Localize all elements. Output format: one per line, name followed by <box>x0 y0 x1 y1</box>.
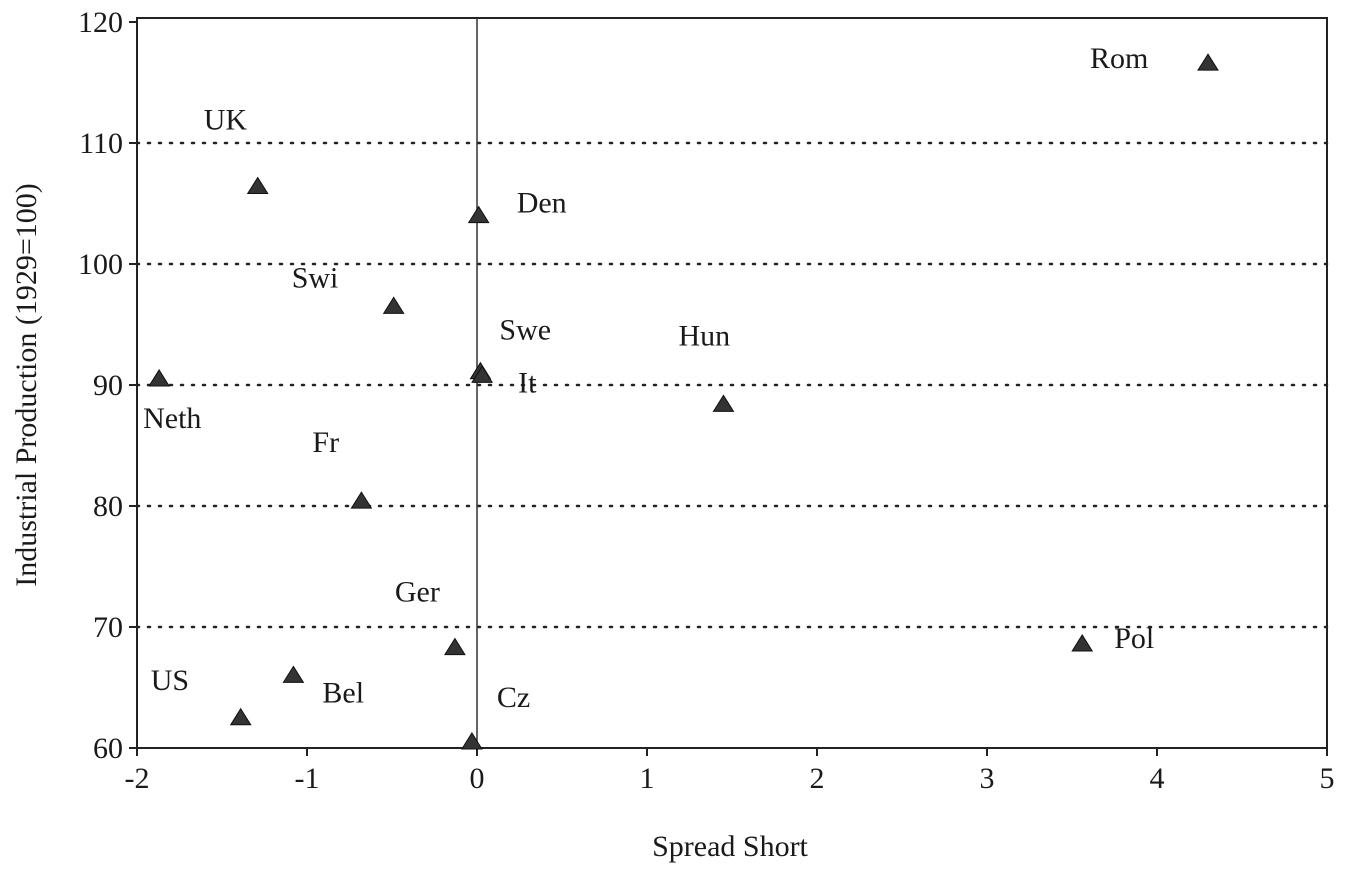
point <box>246 176 269 195</box>
x-axis-label: Spread Short <box>652 830 808 863</box>
point-label: Pol <box>1114 622 1154 655</box>
point-label: Cz <box>497 681 530 714</box>
point-label: Den <box>517 187 567 220</box>
point <box>1197 53 1219 71</box>
point <box>148 369 171 387</box>
x-tick-label: 0 <box>470 762 485 795</box>
x-tick-label: -2 <box>125 762 150 795</box>
point <box>467 205 490 224</box>
point <box>443 637 466 656</box>
point <box>229 707 252 726</box>
x-tick-label: 4 <box>1150 762 1165 795</box>
point-label: Bel <box>322 676 364 709</box>
point-label: Swe <box>499 314 551 347</box>
y-tick-label: 90 <box>93 369 123 402</box>
x-tick-label: -1 <box>295 762 320 795</box>
x-tick-label: 1 <box>640 762 655 795</box>
y-tick-label: 70 <box>93 611 123 644</box>
x-tick-label: 2 <box>810 762 825 795</box>
point <box>712 394 735 412</box>
point-label: Fr <box>312 426 339 459</box>
point-label: Swi <box>292 261 339 294</box>
point-label: It <box>518 366 537 399</box>
point <box>460 732 483 750</box>
point-label: Rom <box>1090 42 1148 75</box>
y-tick-label: 120 <box>78 6 123 39</box>
plot-frame <box>136 17 1328 749</box>
y-tick-label: 110 <box>79 127 123 160</box>
y-tick-label: 80 <box>93 490 123 523</box>
point <box>471 365 494 383</box>
y-axis-label: Industrial Production (1929=100) <box>10 183 43 587</box>
x-tick-label: 3 <box>980 762 995 795</box>
point <box>1071 633 1094 652</box>
point-label: Neth <box>143 402 201 435</box>
point-label: Hun <box>679 319 731 352</box>
point <box>282 665 305 683</box>
point-label: US <box>151 664 189 697</box>
y-tick-label: 100 <box>78 248 123 281</box>
point <box>350 491 373 509</box>
x-tick-label: 5 <box>1320 762 1335 795</box>
point-label: Ger <box>395 576 440 609</box>
point <box>382 296 405 314</box>
point-label: UK <box>204 104 248 137</box>
y-tick-label: 60 <box>93 732 123 765</box>
